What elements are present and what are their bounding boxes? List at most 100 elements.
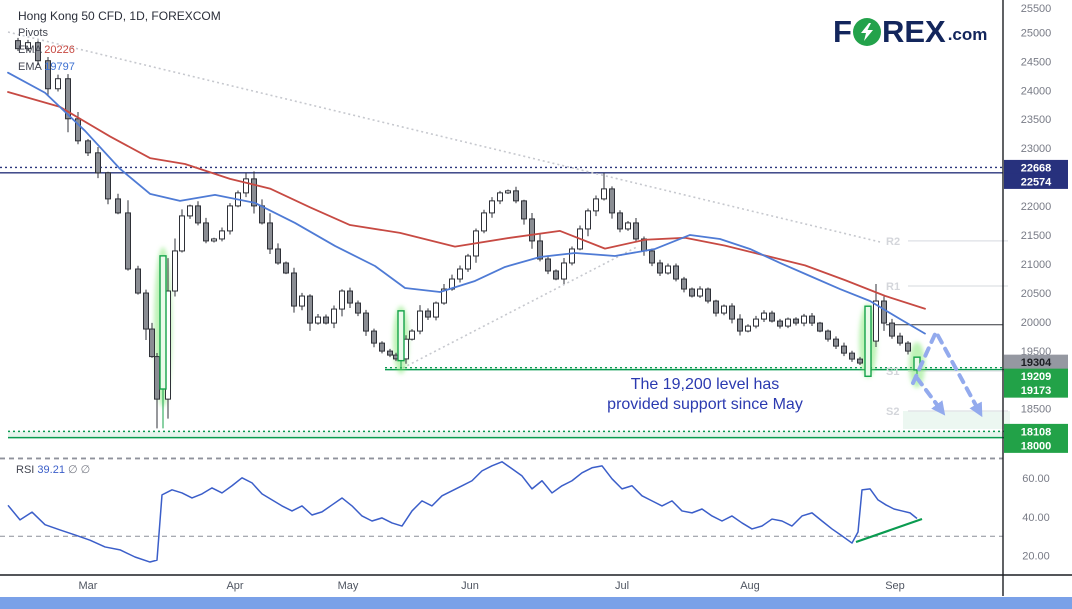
price-label[interactable]: 24500 <box>1021 56 1052 68</box>
candle-body <box>665 265 671 274</box>
candle-body <box>433 302 439 318</box>
candle-body <box>339 290 345 310</box>
month-label-apr[interactable]: Apr <box>226 580 243 592</box>
ma-red-line <box>7 91 926 310</box>
candle-body <box>889 322 895 337</box>
candle-body <box>55 78 61 90</box>
candle-body <box>243 178 249 194</box>
candle-body <box>251 178 257 207</box>
price-label[interactable]: 23500 <box>1021 114 1052 126</box>
candle-body <box>417 310 423 332</box>
price-label[interactable]: 20000 <box>1021 317 1052 329</box>
candle-body <box>179 215 185 252</box>
price-label[interactable]: 20500 <box>1021 288 1052 300</box>
candle-body <box>673 265 679 280</box>
trendlines <box>7 31 881 369</box>
lower-support-zone <box>8 431 1010 438</box>
price-label[interactable]: 22000 <box>1021 201 1052 213</box>
price-label[interactable]: 24000 <box>1021 85 1052 97</box>
month-label-jun[interactable]: Jun <box>461 580 479 592</box>
price-badge-22574: 22574 <box>1021 176 1052 188</box>
price-axis[interactable]: 25500 25000 24500 24000 23500 23000 22000 21500… <box>1021 3 1052 563</box>
price-badge-bg <box>1004 354 1068 370</box>
candle-body <box>227 205 233 232</box>
rsi-hidden-params: ∅ ∅ <box>68 464 91 476</box>
projection-arrow <box>915 376 946 416</box>
candle-body <box>219 230 225 240</box>
candle-body <box>347 290 353 304</box>
candle-body <box>497 192 503 202</box>
ma-slow-value: 19797 <box>44 61 75 74</box>
candle-body <box>553 270 559 280</box>
pivot-label: R1 <box>886 281 900 293</box>
ma-slow-legend[interactable]: EMA 19797 <box>18 61 221 73</box>
price-label[interactable]: 25000 <box>1021 27 1052 39</box>
candle-body <box>275 248 281 264</box>
candle-body <box>785 318 791 327</box>
candle-body <box>465 255 471 270</box>
candle-body <box>379 342 385 352</box>
rsi-line <box>7 461 918 563</box>
candle-body <box>203 222 209 242</box>
bullish-reversal-candle <box>159 255 167 390</box>
month-label-mar[interactable]: Mar <box>79 580 98 592</box>
price-label[interactable]: 21000 <box>1021 259 1052 271</box>
price-label[interactable]: 23000 <box>1021 143 1052 155</box>
month-label-may[interactable]: May <box>338 580 359 592</box>
candles <box>15 37 921 429</box>
candle-body <box>873 300 879 342</box>
ma-fast-label: EMA <box>18 44 42 57</box>
ma-blue-line <box>7 71 926 335</box>
pivot-label: R2 <box>886 236 900 248</box>
candle-body <box>172 250 178 292</box>
month-label-aug[interactable]: Aug <box>740 580 760 592</box>
rsi-label: RSI <box>16 464 35 476</box>
candle-body <box>601 188 607 200</box>
pivots-indicator-label[interactable]: Pivots <box>18 27 48 40</box>
candle-body <box>154 356 160 400</box>
rsi-scale-label[interactable]: 60.00 <box>1022 473 1050 485</box>
ma-fast-value: 20226 <box>44 44 75 57</box>
candle-body <box>457 268 463 280</box>
candle-body <box>729 305 735 320</box>
month-label-sep[interactable]: Sep <box>885 580 905 592</box>
time-axis[interactable]: Mar Apr May Jun Jul Aug Sep <box>79 580 905 592</box>
price-badge-bg <box>1004 423 1068 439</box>
price-label[interactable]: 21500 <box>1021 230 1052 242</box>
price-badges: 22668 22574 19304 19209 19173 18108 18000 <box>1004 159 1068 453</box>
candle-body <box>825 330 831 340</box>
candle-body <box>689 288 695 297</box>
support-zones <box>8 367 1010 438</box>
candle-body <box>881 300 887 324</box>
candle-body <box>299 295 305 307</box>
symbol-title: Hong Kong 50 CFD, 1D, FOREXCOM <box>18 9 221 23</box>
ma-fast-legend[interactable]: EMA 20226 <box>18 44 221 56</box>
candle-body <box>125 212 131 270</box>
candle-body <box>801 315 807 324</box>
price-badge-bg <box>1004 159 1068 175</box>
price-label[interactable]: 25500 <box>1021 3 1052 15</box>
candle-body <box>135 268 141 294</box>
timeline-scrollbar[interactable] <box>0 597 1072 609</box>
candle-body <box>481 212 487 232</box>
candle-body <box>149 328 155 358</box>
candle-body <box>569 248 575 264</box>
month-label-jul[interactable]: Jul <box>615 580 629 592</box>
rsi-legend[interactable]: RSI 39.21 ∅ ∅ <box>16 463 90 476</box>
rsi-pane <box>0 457 1003 563</box>
candle-body <box>713 300 719 314</box>
price-badge-bg <box>1004 382 1068 398</box>
candle-body <box>681 278 687 290</box>
candle-body <box>769 312 775 322</box>
candle-body <box>25 42 31 50</box>
rsi-scale-label[interactable]: 40.00 <box>1022 512 1050 524</box>
candle-body <box>425 310 431 318</box>
candle-body <box>521 200 527 220</box>
candle-body <box>537 240 543 260</box>
candle-body <box>705 288 711 302</box>
price-label[interactable]: 18500 <box>1021 404 1052 416</box>
moving-averages <box>7 71 926 335</box>
rsi-scale-label[interactable]: 20.00 <box>1022 551 1050 563</box>
